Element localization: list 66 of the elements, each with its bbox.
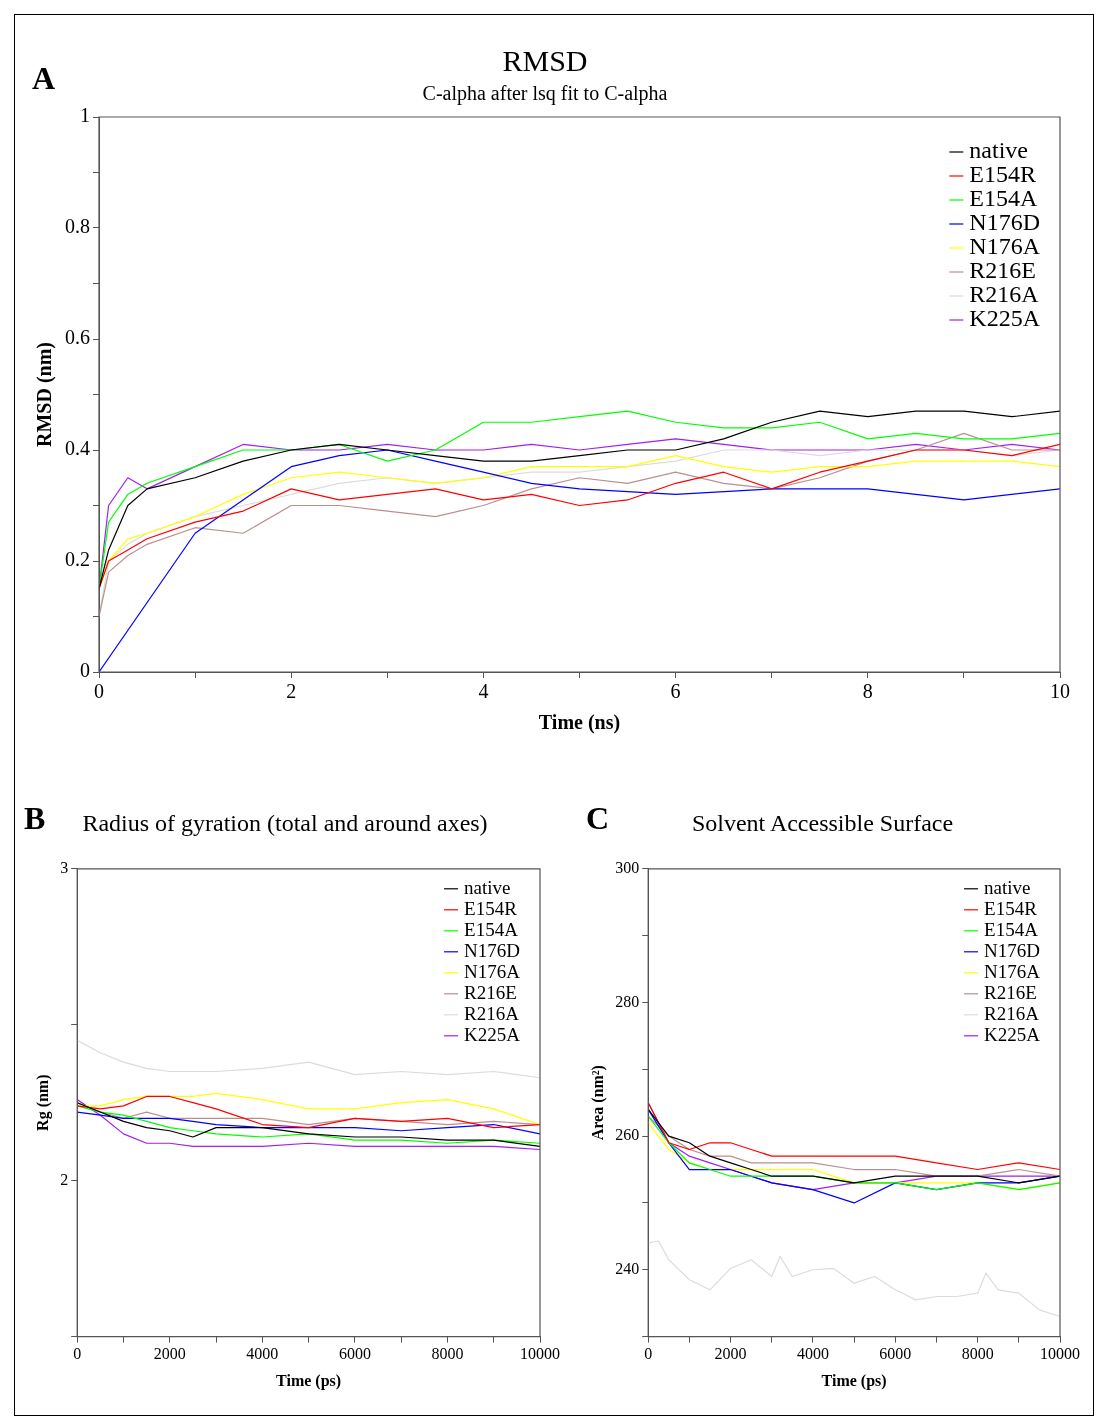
legend-label: R216E <box>969 257 1037 284</box>
y-tick-label: 0.4 <box>65 437 90 460</box>
legend-label: N176D <box>464 939 521 961</box>
legend-label: native <box>969 137 1028 164</box>
y-tick-label: 0.2 <box>65 548 90 571</box>
chart-title: RMSD <box>502 43 588 77</box>
y-tick-label: 3 <box>60 859 69 876</box>
chart-title: Radius of gyration (total and around axes) <box>82 809 488 836</box>
legend-label: N176D <box>969 209 1041 236</box>
legend-label: K225A <box>464 1023 521 1045</box>
legend-label: E154R <box>984 897 1038 919</box>
x-tick-label: 4000 <box>246 1345 279 1363</box>
chart-subtitle: C-alpha after lsq fit to C-alpha <box>422 82 668 106</box>
y-axis-title: RMSD (nm) <box>33 342 57 447</box>
legend-label: N176A <box>464 960 521 982</box>
y-tick-label: 2 <box>60 1170 69 1188</box>
y-tick-label: 280 <box>615 992 640 1010</box>
y-tick-label: 0 <box>80 659 90 682</box>
x-tick-label: 2000 <box>714 1345 747 1363</box>
y-tick-label: 0.8 <box>65 215 90 238</box>
x-tick-label: 8000 <box>431 1345 464 1363</box>
text: A <box>32 60 56 97</box>
x-tick-label: 4000 <box>796 1345 829 1363</box>
x-tick-label: 8000 <box>961 1345 994 1363</box>
x-tick-label: 8 <box>862 680 873 703</box>
x-tick-label: 2000 <box>153 1345 186 1363</box>
y-tick-label: 0.6 <box>65 326 90 349</box>
legend-label: E154A <box>984 918 1039 940</box>
y-axis-title: Rg (nm) <box>33 1074 52 1131</box>
x-tick-label: 10 <box>1050 680 1070 703</box>
y-tick-label: 1 <box>80 104 90 127</box>
x-axis-title: Time (ps) <box>821 1371 887 1390</box>
x-tick-label: 10000 <box>520 1345 560 1363</box>
legend-label: K225A <box>984 1023 1041 1045</box>
legend-label: R216A <box>984 1002 1040 1024</box>
legend-label: N176A <box>984 960 1041 982</box>
y-tick-label: 260 <box>615 1126 640 1144</box>
legend-label: E154A <box>969 185 1038 212</box>
legend-label: R216A <box>464 1002 520 1024</box>
text: C <box>586 800 610 837</box>
x-tick-label: 0 <box>94 680 104 703</box>
legend-label: K225A <box>969 305 1041 332</box>
text: B <box>24 800 46 837</box>
x-tick-label: 4 <box>478 680 489 703</box>
legend-label: R216E <box>984 981 1037 1003</box>
y-tick-label: 240 <box>615 1259 640 1277</box>
y-tick-label: 300 <box>615 859 640 876</box>
chart-title: Solvent Accessible Surface <box>691 809 954 836</box>
legend-label: N176D <box>984 939 1041 961</box>
legend-label: E154R <box>969 161 1037 188</box>
legend-label: native <box>984 876 1031 898</box>
x-tick-label: 6 <box>670 680 681 703</box>
y-axis-title: Area (nm²) <box>588 1065 607 1141</box>
legend-label: R216E <box>464 981 517 1003</box>
legend-label: E154R <box>464 897 518 919</box>
x-tick-label: 0 <box>644 1345 653 1363</box>
legend-label: E154A <box>464 918 519 940</box>
x-tick-label: 2 <box>286 680 297 703</box>
x-axis-title: Time (ps) <box>276 1371 342 1390</box>
x-tick-label: 10000 <box>1040 1345 1080 1363</box>
legend-label: N176A <box>969 233 1041 260</box>
legend-label: native <box>464 876 511 898</box>
x-tick-label: 6000 <box>338 1345 371 1363</box>
legend-label: R216A <box>969 281 1040 308</box>
x-axis-title: Time (ns) <box>538 711 621 735</box>
x-tick-label: 6000 <box>879 1345 912 1363</box>
